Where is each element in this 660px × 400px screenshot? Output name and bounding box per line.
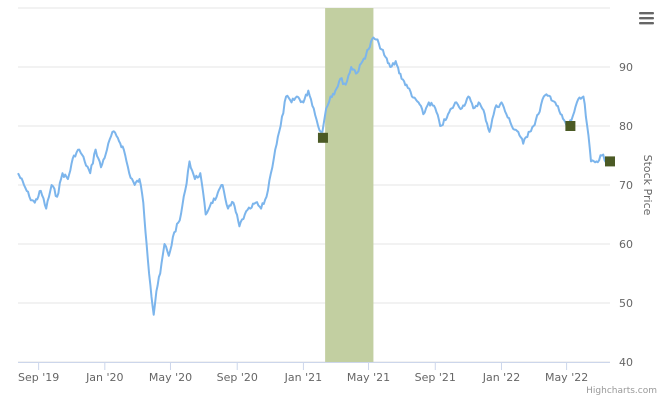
x-tick-label: May '21	[347, 371, 390, 384]
x-axis: Sep '19 Jan '20 May '20 Sep '20 Jan '21 May '…	[18, 362, 610, 384]
x-tick-label: May '22	[545, 371, 588, 384]
grid	[18, 7, 610, 363]
x-tick-label: Jan '21	[284, 371, 322, 384]
highlight-band	[325, 8, 374, 362]
highlight-band-layer	[325, 8, 374, 362]
data-marker	[605, 156, 615, 167]
y-tick-label: 60	[619, 238, 633, 251]
data-marker	[565, 121, 576, 131]
y-tick-label: 80	[619, 120, 633, 133]
x-tick-label: Jan '22	[482, 371, 520, 384]
series-layer	[17, 36, 608, 316]
y-tick-label: 70	[619, 179, 633, 192]
marker-layer	[317, 121, 615, 167]
y-tick-label: 50	[619, 297, 633, 310]
x-tick-label: Sep '21	[415, 371, 456, 384]
data-marker	[317, 132, 328, 143]
y-axis-title: Stock Price	[641, 155, 654, 216]
price-line	[17, 36, 608, 316]
credits-link[interactable]: Highcharts.com	[586, 386, 657, 396]
y-tick-label: 90	[619, 61, 633, 74]
x-tick-label: Sep '20	[217, 371, 258, 384]
x-tick-label: Sep '19	[18, 371, 59, 384]
hamburger-menu-icon[interactable]	[636, 10, 656, 28]
y-axis: 40 50 60 70 80 90	[619, 61, 633, 369]
x-tick-label: May '20	[149, 371, 192, 384]
y-tick-label: 40	[619, 356, 633, 369]
x-tick-label: Jan '20	[85, 371, 123, 384]
